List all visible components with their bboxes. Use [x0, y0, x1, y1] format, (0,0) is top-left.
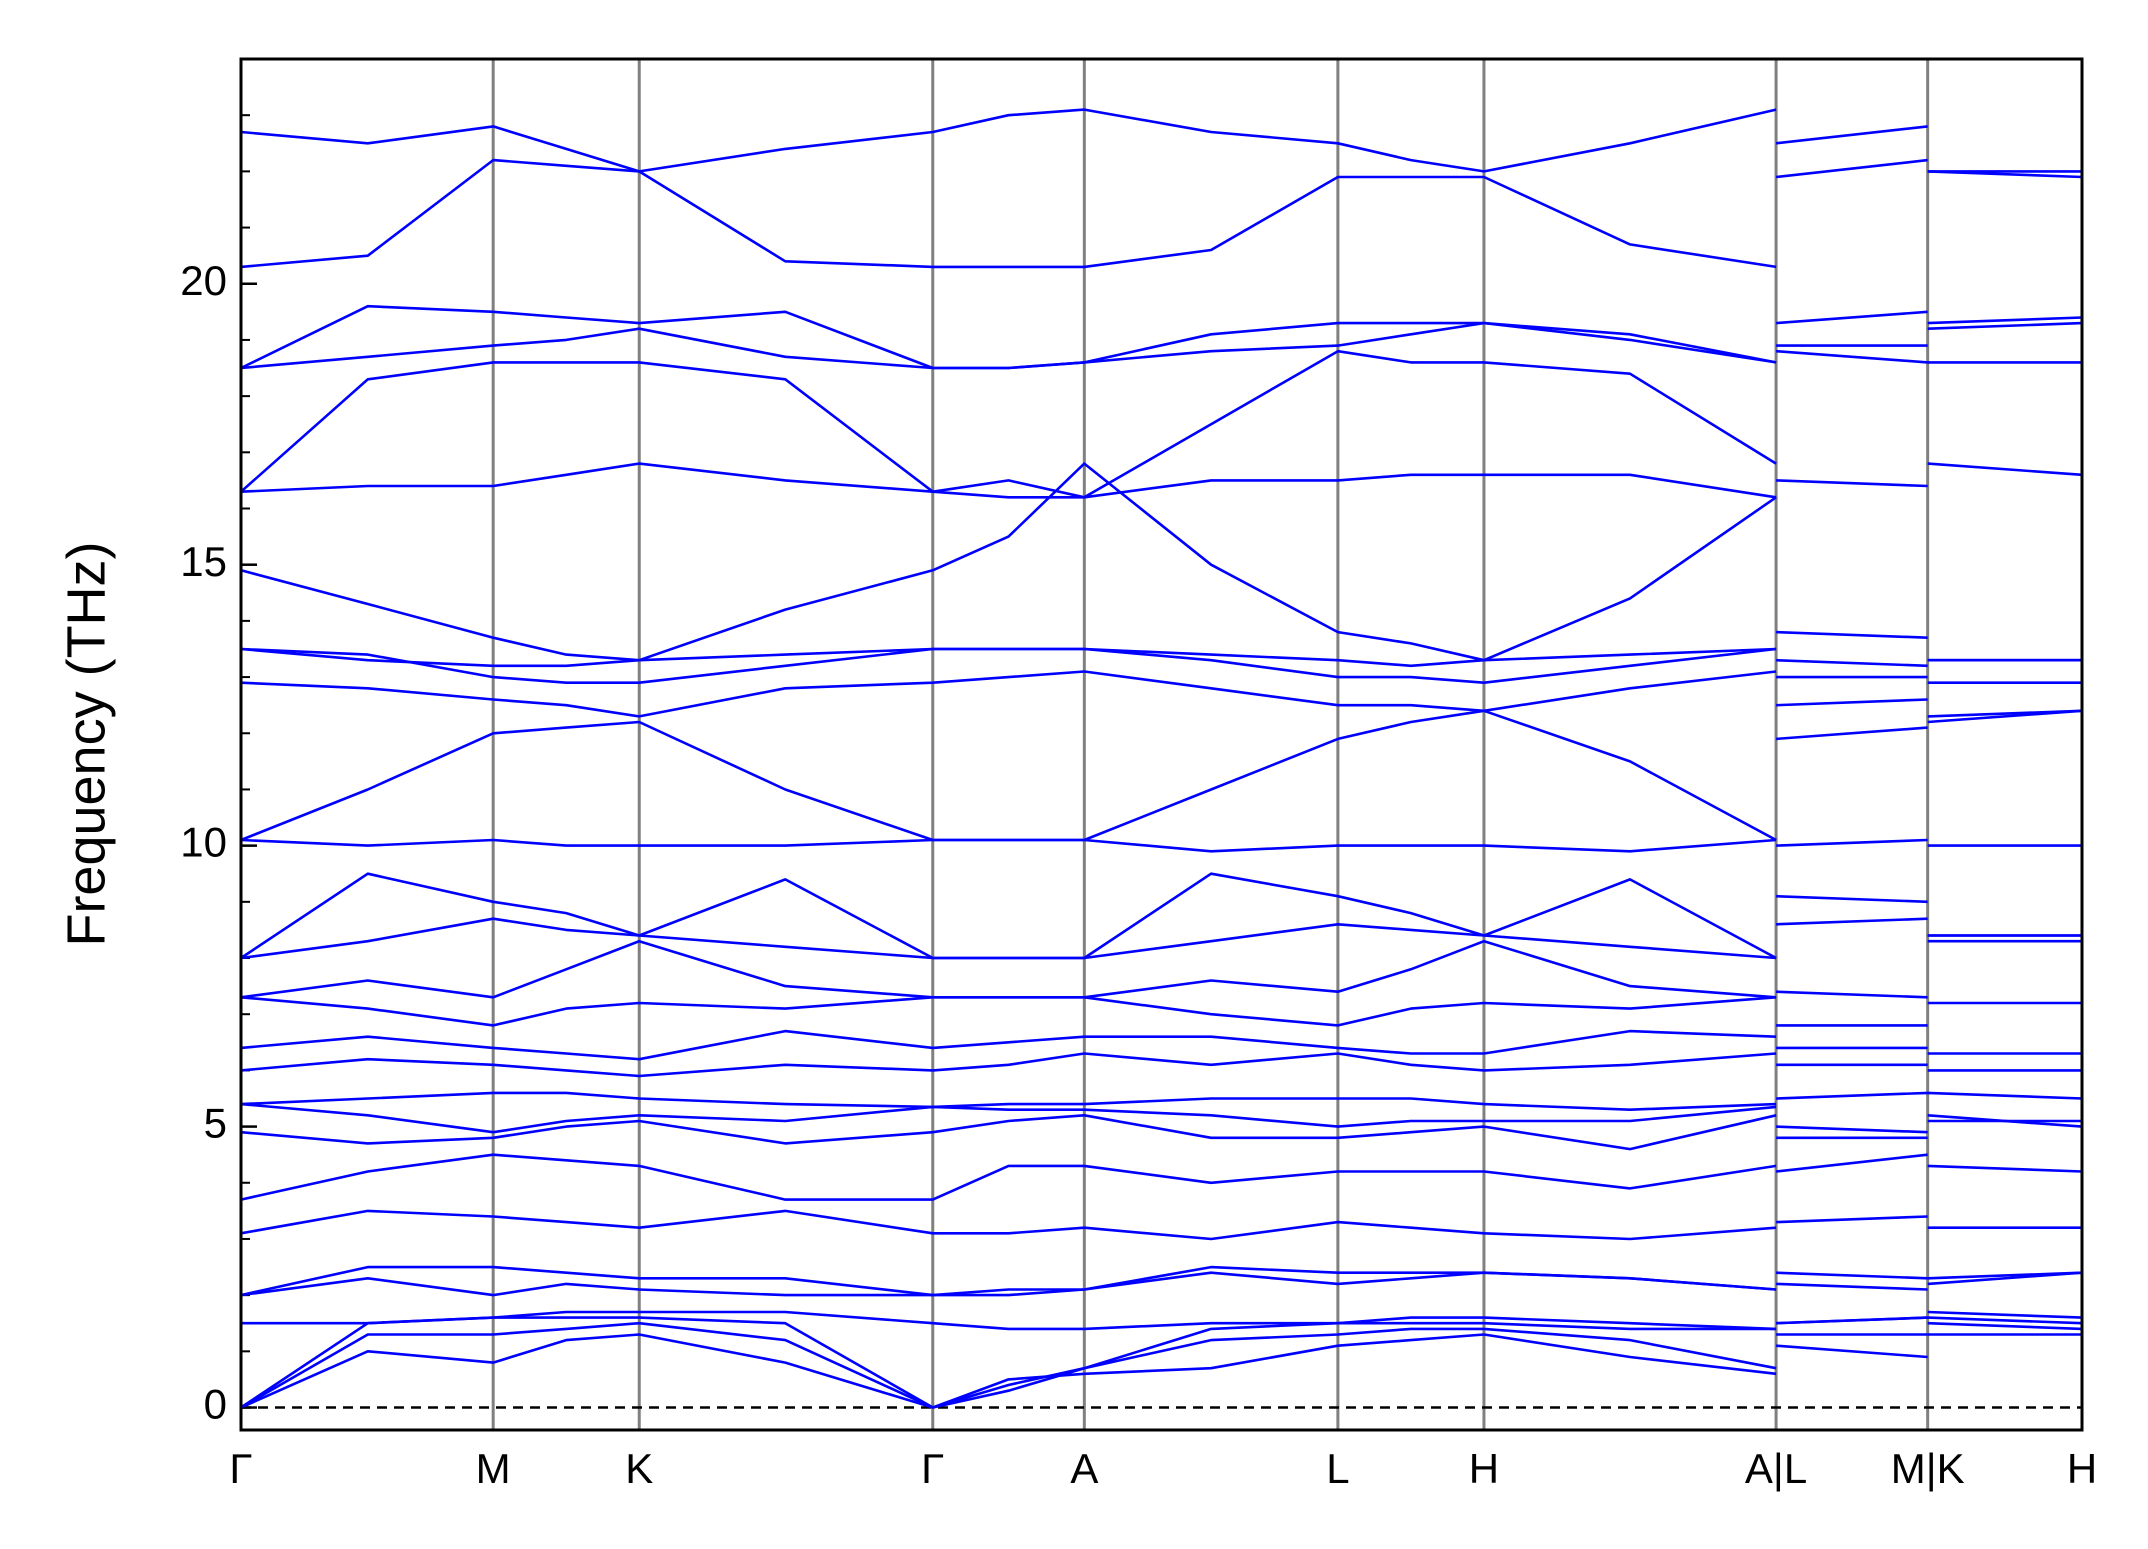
band	[240, 462, 2083, 499]
band	[240, 1052, 2082, 1078]
y-tick-label: 5	[204, 1100, 227, 1147]
band	[240, 1209, 2082, 1241]
y-tick-label: 20	[180, 257, 227, 304]
x-tick-label: A	[1070, 1445, 1098, 1492]
y-tick-label: 10	[180, 819, 227, 866]
band	[240, 838, 2082, 853]
y-tick-label: 15	[180, 538, 227, 585]
x-tick-label: Γ	[921, 1445, 944, 1492]
band	[241, 1310, 2083, 1331]
band	[240, 349, 2082, 499]
x-tick-label: M|K	[1891, 1445, 1965, 1492]
y-tick-label: 0	[204, 1381, 227, 1428]
band	[240, 108, 2082, 173]
x-tick-label: A|L	[1745, 1445, 1807, 1492]
x-tick-label: H	[1469, 1445, 1499, 1492]
band	[240, 1114, 2082, 1151]
band	[240, 670, 2083, 724]
band	[240, 647, 2082, 668]
band	[240, 1091, 2083, 1111]
x-tick-label: Γ	[229, 1445, 252, 1492]
x-tick-label: M	[476, 1445, 511, 1492]
band	[240, 1333, 2082, 1409]
y-axis-label: Frequency (THz)	[56, 541, 116, 946]
band	[240, 709, 2083, 842]
band	[240, 1316, 2083, 1409]
band	[240, 1029, 2082, 1061]
band	[240, 872, 2082, 960]
band	[240, 304, 2083, 370]
band	[240, 1153, 2083, 1201]
band	[240, 158, 2083, 269]
band	[240, 917, 2082, 960]
band	[240, 939, 2082, 999]
band	[240, 1265, 2083, 1297]
band	[240, 996, 2082, 1027]
band	[240, 1102, 2083, 1134]
band	[240, 462, 2082, 662]
x-tick-label: L	[1326, 1445, 1349, 1492]
plot-frame	[239, 57, 2084, 1432]
band	[240, 1321, 2083, 1409]
x-tick-label: K	[625, 1445, 653, 1492]
x-tick-label: H	[2067, 1445, 2097, 1492]
